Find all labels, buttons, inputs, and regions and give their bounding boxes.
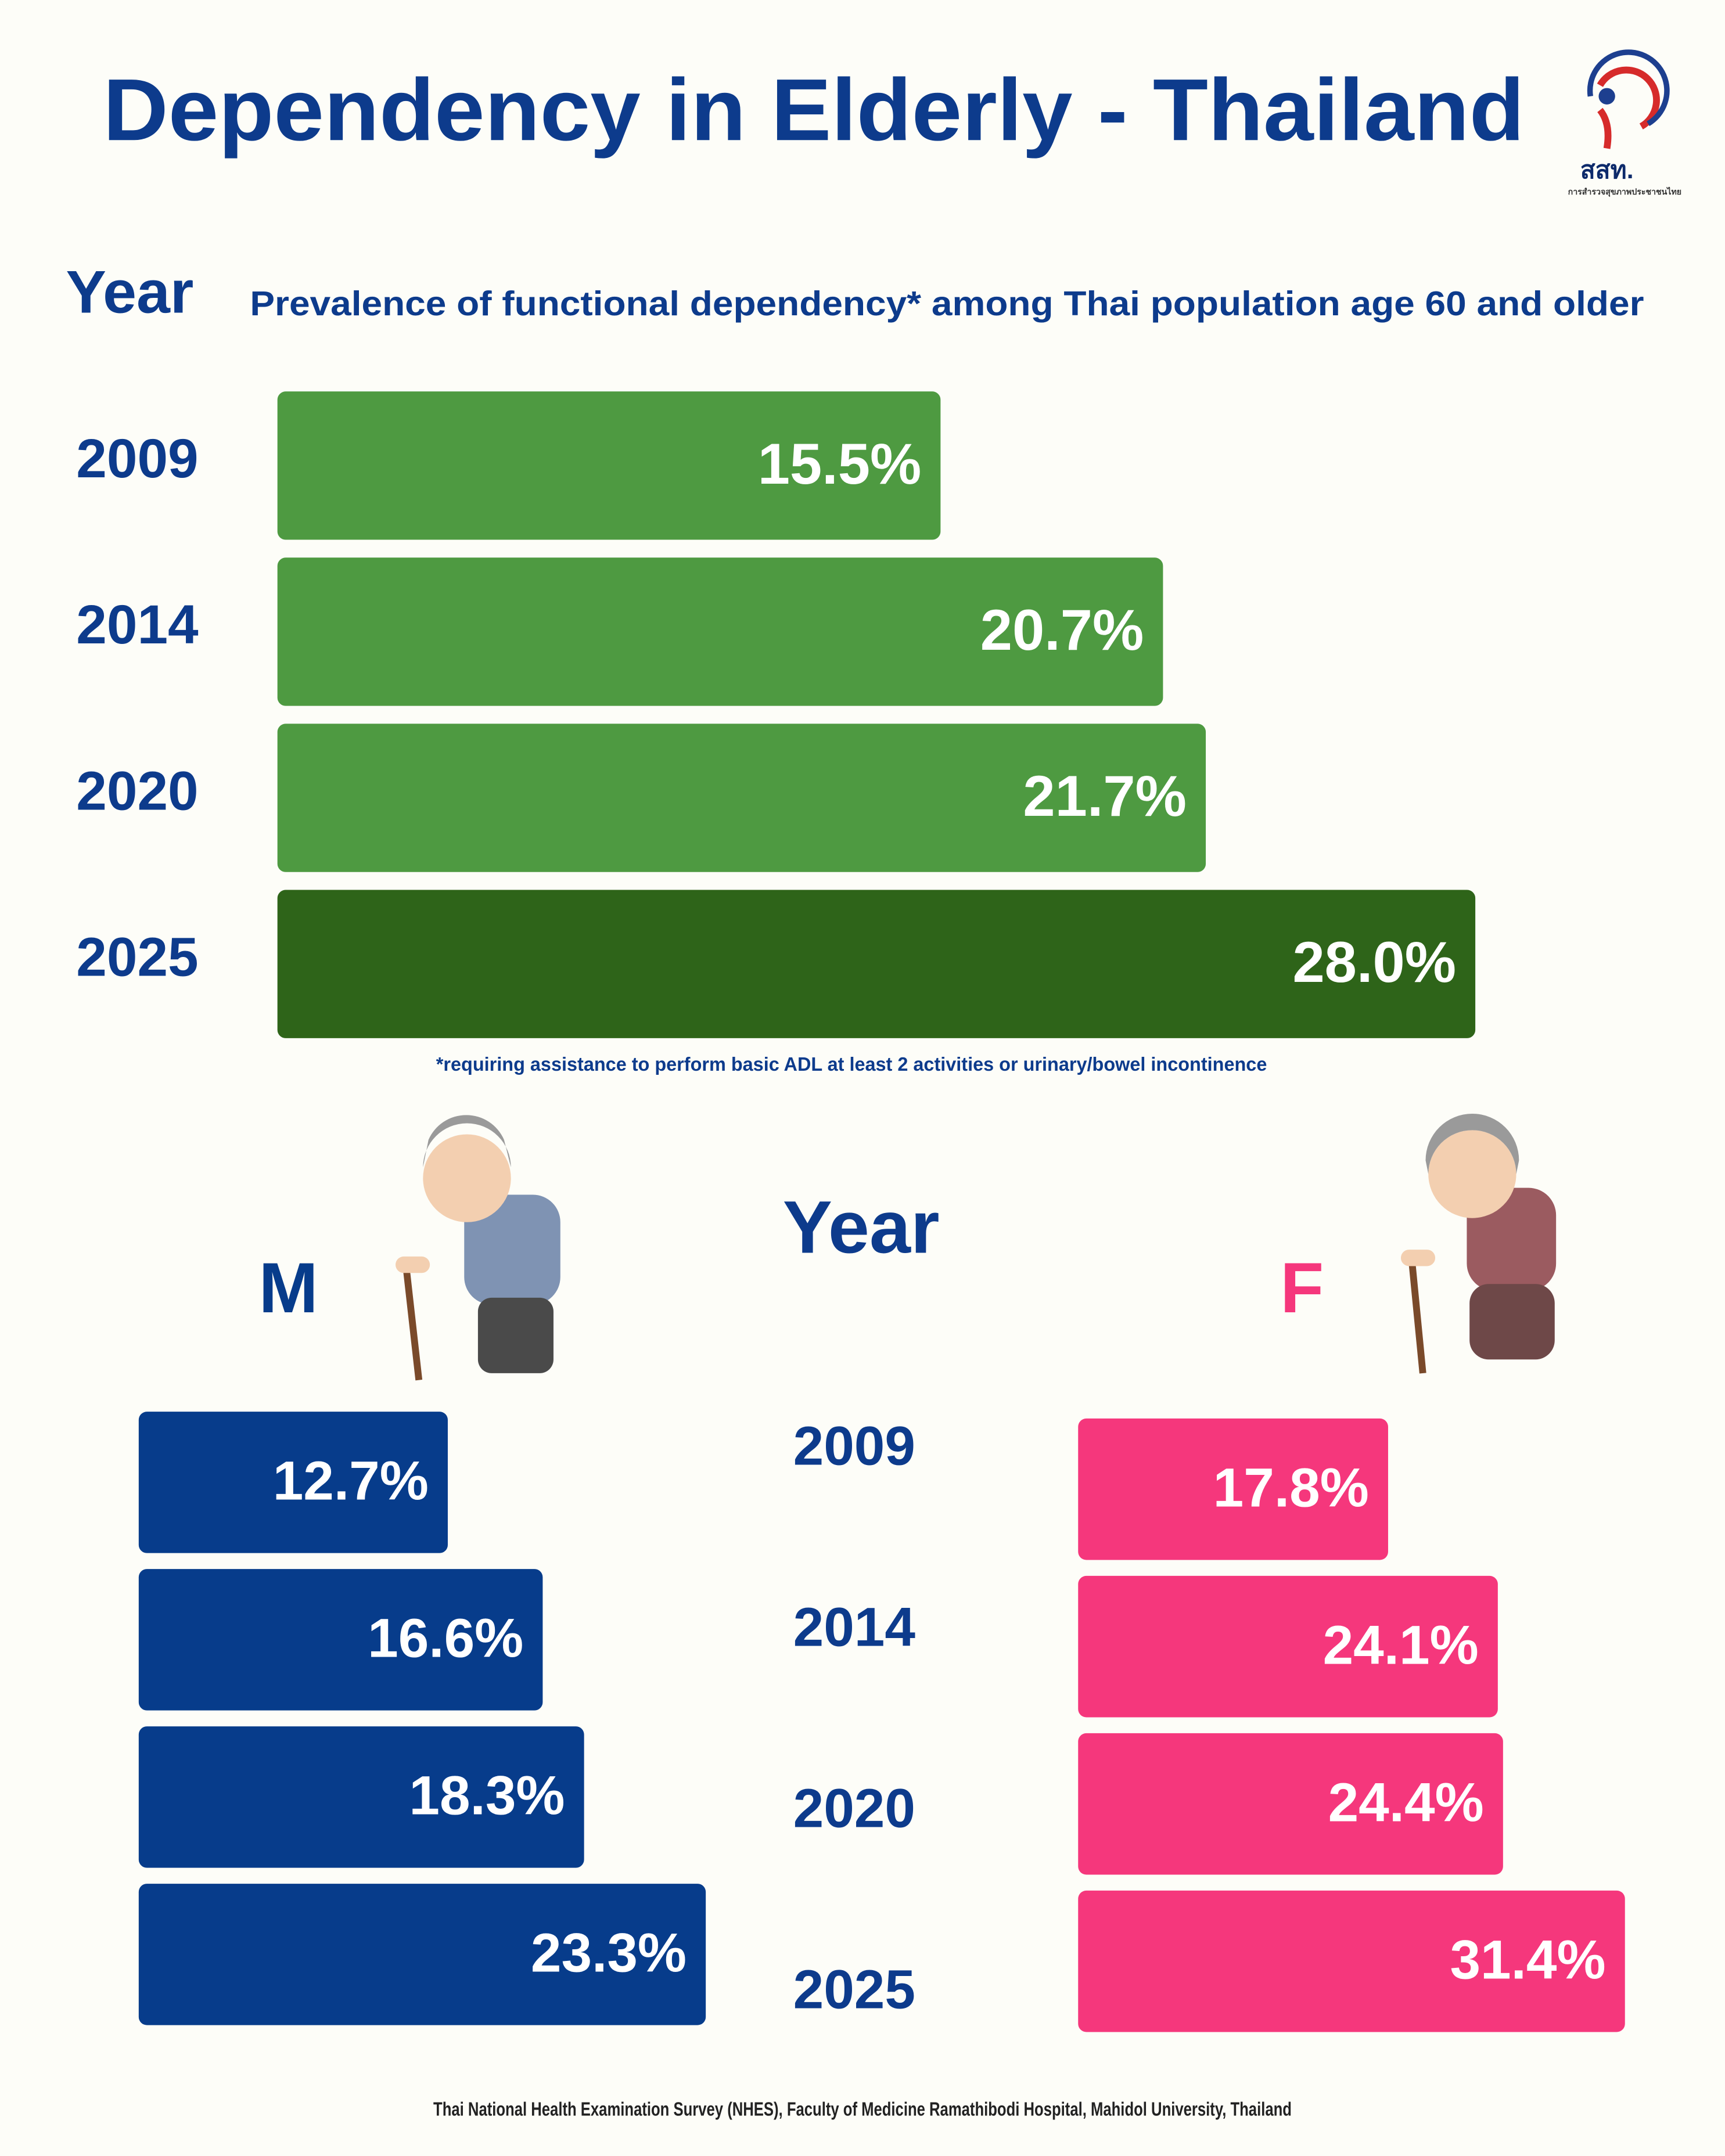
bar	[138, 1726, 584, 1868]
value-label: 18.3%	[409, 1765, 565, 1827]
bar	[1078, 1575, 1498, 1718]
category-title: Year	[66, 258, 194, 326]
value-label: 31.4%	[1450, 1929, 1605, 1991]
bar	[277, 890, 1476, 1038]
bar	[1078, 1890, 1625, 2032]
value-label: 15.5%	[758, 432, 922, 496]
bar	[277, 391, 941, 540]
logo-abbr: สสท.	[1580, 156, 1634, 184]
category-label: 2014	[76, 594, 199, 656]
category-label: 2014	[793, 1596, 916, 1658]
category-label: 2009	[793, 1415, 915, 1477]
value-label: 20.7%	[980, 598, 1144, 663]
logo-name: การสำรวจสุขภาพประชาชนไทย	[1568, 186, 1682, 197]
bar	[138, 1412, 448, 1553]
category-label: 2025	[793, 1959, 915, 2021]
category-label: 2020	[793, 1778, 915, 1840]
category-label: 2009	[76, 428, 198, 489]
source: Thai National Health Examination Survey …	[433, 2099, 1292, 2120]
legend-label: F	[1280, 1248, 1324, 1328]
value-label: 24.4%	[1328, 1772, 1484, 1833]
value-label: 12.7%	[273, 1450, 429, 1512]
woman-illustration	[1400, 1113, 1557, 1374]
value-label: 21.7%	[1023, 764, 1187, 829]
logo: สสท. การสำรวจสุขภาพประชาชนไทย	[1568, 49, 1682, 197]
bar	[277, 724, 1206, 872]
value-label: 24.1%	[1323, 1614, 1479, 1676]
value-label: 28.0%	[1292, 930, 1456, 995]
value-label: 17.8%	[1213, 1457, 1369, 1518]
category-label: 2020	[76, 760, 198, 822]
value-label: 23.3%	[531, 1923, 687, 1984]
man-illustration	[396, 1115, 560, 1381]
page-title: Dependency in Elderly - Thailand	[103, 61, 1524, 159]
bar	[1078, 1733, 1503, 1875]
bar	[1078, 1418, 1388, 1560]
legend-label: M	[258, 1248, 318, 1328]
subtitle: Prevalence of functional dependency* amo…	[250, 284, 1644, 323]
value-label: 16.6%	[368, 1608, 523, 1669]
category-label: 2025	[76, 926, 198, 988]
category-title: Year	[783, 1186, 940, 1269]
footnote: *requiring assistance to perform basic A…	[436, 1054, 1267, 1075]
bar	[138, 1884, 706, 2025]
bar	[138, 1569, 543, 1711]
bar	[277, 557, 1163, 706]
